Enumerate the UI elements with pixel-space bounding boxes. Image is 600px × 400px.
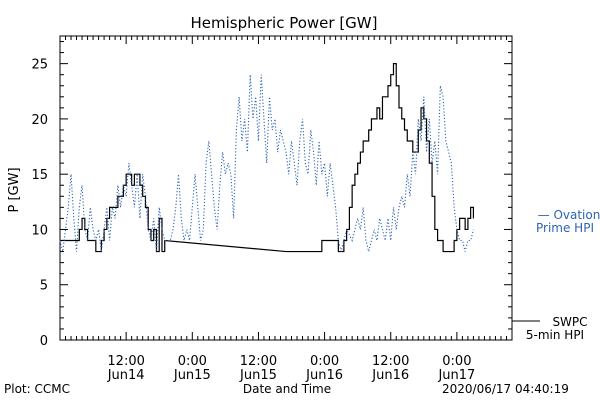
footer-plot-credit: Plot: CCMC	[4, 382, 70, 396]
x-tick-date-label: Jun16	[305, 368, 343, 383]
y-tick-label: 20	[31, 113, 48, 128]
plot-frame	[59, 35, 513, 341]
x-tick-time-label: 0:00	[178, 354, 207, 369]
legend-swpc-line1: SWPC	[552, 315, 587, 329]
x-tick-date-label: Jun14	[107, 368, 145, 383]
y-axis-label: P [GW]	[7, 167, 22, 212]
chart-title: Hemispheric Power [GW]	[191, 14, 378, 32]
x-tick-time-label: 12:00	[240, 354, 277, 369]
footer-timestamp: 2020/06/17 04:40:19	[442, 382, 569, 396]
y-tick-label: 0	[40, 334, 48, 349]
y-tick-label: 5	[40, 279, 48, 294]
series-layer	[59, 63, 475, 253]
series-line-ovation	[59, 74, 474, 252]
x-tick-time-label: 12:00	[372, 354, 409, 369]
series-line-swpc	[60, 63, 475, 253]
axes-group: 051015202512:00Jun140:00Jun1512:00Jun150…	[31, 35, 513, 383]
x-tick-date-label: Jun17	[437, 368, 475, 383]
y-tick-label: 10	[31, 223, 48, 238]
legend-swpc-line2: 5-min HPI	[526, 328, 584, 342]
legend-ovation-line1: — Ovation	[538, 208, 600, 222]
x-tick-date-label: Jun16	[371, 368, 409, 383]
x-tick-date-label: Jun15	[173, 368, 211, 383]
legend: — Ovation Prime HPI SWPC 5-min HPI	[512, 208, 600, 342]
y-tick-label: 25	[31, 58, 48, 73]
x-tick-time-label: 0:00	[310, 354, 339, 369]
x-tick-date-label: Jun15	[239, 368, 277, 383]
x-tick-time-label: 12:00	[107, 354, 144, 369]
x-tick-time-label: 0:00	[442, 354, 471, 369]
y-tick-label: 15	[31, 168, 48, 183]
x-axis-label: Date and Time	[243, 382, 331, 396]
legend-ovation-line2: Prime HPI	[536, 221, 594, 235]
